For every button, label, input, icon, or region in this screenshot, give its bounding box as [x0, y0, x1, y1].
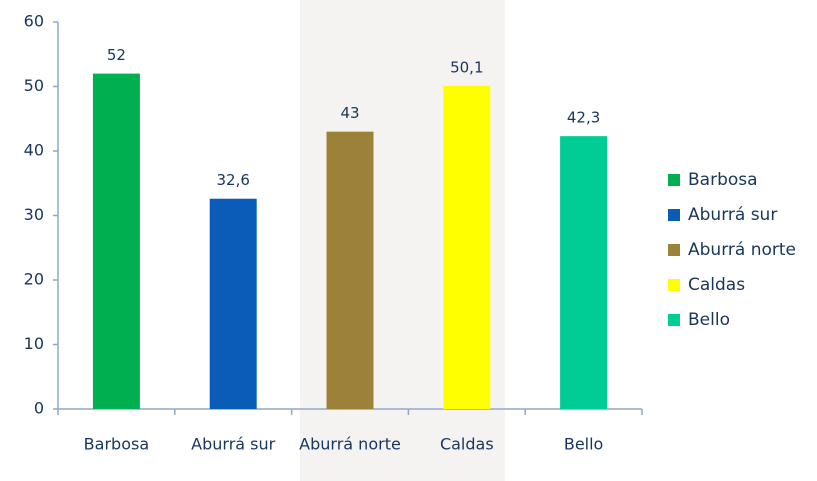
legend-swatch: [668, 174, 680, 186]
x-tick-label: Barbosa: [84, 435, 149, 454]
legend-swatch: [668, 209, 680, 221]
legend-label: Aburrá norte: [688, 240, 796, 260]
data-label: 42,3: [567, 109, 600, 127]
legend-label: Bello: [688, 310, 730, 330]
bar: [92, 73, 140, 409]
bar: [443, 85, 491, 409]
legend-label: Barbosa: [688, 170, 758, 190]
y-tick-label: 10: [24, 334, 44, 353]
y-tick-label: 40: [24, 141, 44, 160]
data-label: 52: [107, 46, 126, 64]
bar: [560, 136, 608, 410]
y-tick-label: 20: [24, 270, 44, 289]
x-tick-label: Aburrá norte: [299, 435, 401, 454]
data-label: 43: [340, 104, 359, 122]
bar: [326, 131, 374, 409]
legend-swatch: [668, 279, 680, 291]
y-tick-label: 60: [24, 12, 44, 31]
legend-label: Aburrá sur: [688, 205, 777, 225]
x-tick-label: Aburrá sur: [191, 435, 275, 454]
y-tick-label: 30: [24, 205, 44, 224]
y-tick-label: 50: [24, 76, 44, 95]
bar: [209, 198, 257, 409]
legend-swatch: [668, 314, 680, 326]
legend-swatch: [668, 244, 680, 256]
x-tick-label: Caldas: [440, 435, 494, 454]
data-label: 32,6: [216, 171, 249, 189]
x-tick-label: Bello: [564, 435, 604, 454]
y-tick-label: 0: [34, 399, 44, 418]
legend-label: Caldas: [688, 275, 745, 295]
data-label: 50,1: [450, 58, 483, 76]
